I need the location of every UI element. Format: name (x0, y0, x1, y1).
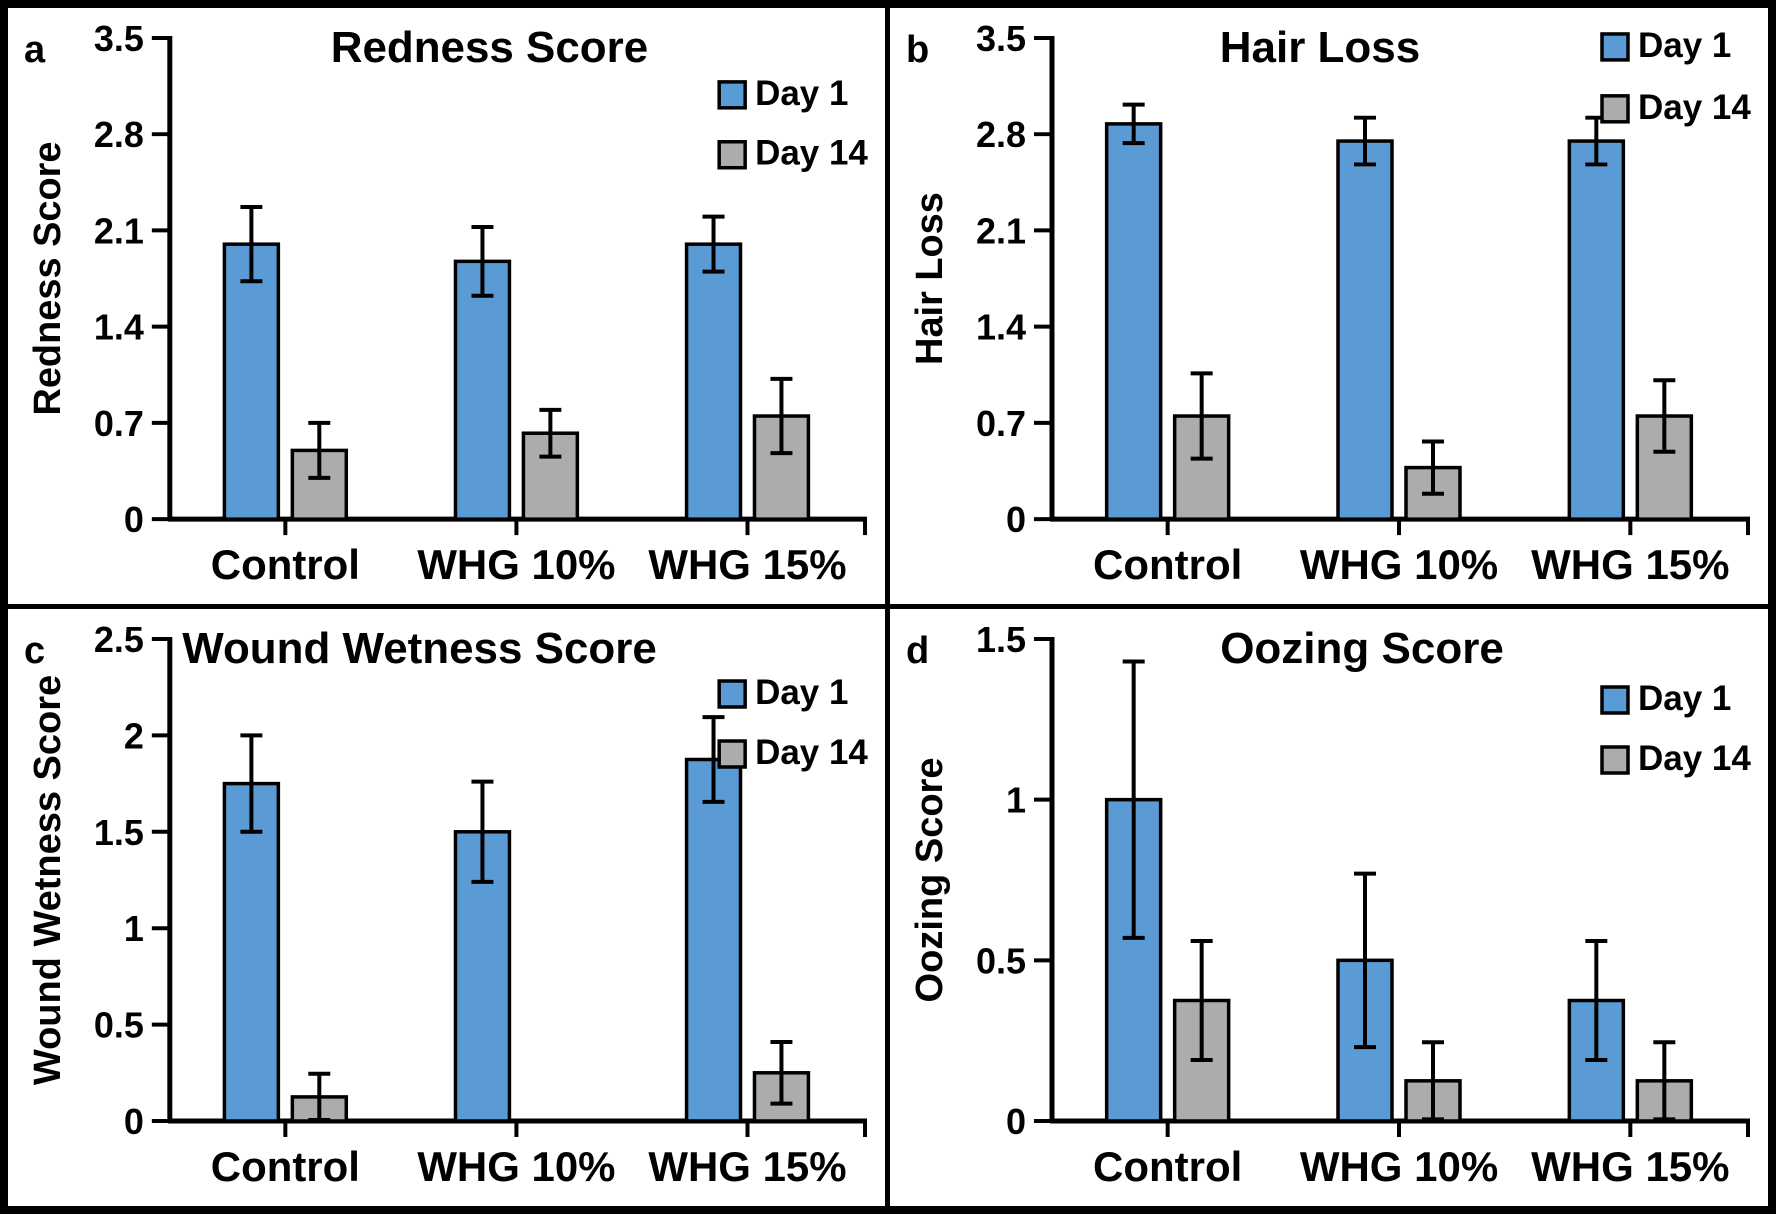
legend-swatch-day14 (1600, 94, 1630, 124)
chart-title: Hair Loss (1220, 23, 1420, 72)
x-category-label: WHG 15% (648, 1143, 846, 1190)
y-tick-label: 3.5 (94, 18, 144, 59)
y-tick-label: 2.8 (976, 114, 1026, 155)
y-tick-label: 0 (1006, 499, 1026, 540)
legend-swatch-day1 (717, 679, 747, 709)
x-category-label: WHG 15% (648, 541, 846, 588)
y-axis-label: Oozing Score (909, 758, 951, 1003)
y-tick-label: 0.5 (94, 1005, 144, 1046)
legend-label: Day 1 (755, 74, 848, 113)
y-tick-label: 0 (124, 499, 144, 540)
y-axis-label: Redness Score (27, 142, 69, 416)
chart-title: Oozing Score (1220, 624, 1504, 673)
legend-swatch-day1 (1600, 685, 1630, 715)
y-tick-label: 2.1 (94, 210, 144, 251)
legend-label: Day 14 (1638, 739, 1751, 778)
y-tick-label: 0 (124, 1101, 144, 1142)
y-tick-label: 1 (1006, 780, 1026, 821)
chart-title: Redness Score (331, 23, 648, 72)
legend-swatch-day14 (1600, 745, 1630, 775)
bar-day1-whg10 (453, 259, 512, 521)
bar-day1-control (1104, 122, 1163, 521)
legend-swatch-day1 (1600, 32, 1630, 62)
bar-day1-whg10 (1336, 139, 1394, 521)
legend-label: Day 14 (755, 733, 868, 772)
x-category-label: WHG 10% (417, 1143, 615, 1190)
y-tick-label: 3.5 (976, 18, 1026, 59)
y-tick-label: 2 (124, 715, 144, 756)
bar-day1-whg15 (684, 757, 743, 1123)
bar-day14-control (290, 448, 349, 521)
legend-swatch-day14 (717, 739, 747, 769)
chart-panel-a: a Redness Score Redness Score 0 0.7 1.4 2.1 2.8… (8, 8, 888, 607)
x-category-label: WHG 15% (1531, 541, 1729, 588)
x-category-label: WHG 10% (1300, 541, 1498, 588)
legend-label: Day 14 (1638, 88, 1751, 127)
y-axis-label: Wound Wetness Score (27, 675, 69, 1085)
x-category-label: Control (1093, 1143, 1242, 1190)
bar-day1-whg15 (684, 242, 743, 521)
y-tick-label: 2.1 (976, 210, 1026, 251)
chart-panel-c: c Wound Wetness Score Wound Wetness Score 0… (8, 607, 888, 1206)
chart-title: Wound Wetness Score (182, 624, 657, 673)
y-tick-label: 0.7 (976, 403, 1026, 444)
y-tick-label: 0 (1006, 1101, 1026, 1142)
bar-day1-whg15 (1567, 139, 1626, 521)
legend-label: Day 1 (755, 673, 848, 712)
y-tick-label: 1.5 (976, 619, 1026, 660)
x-category-label: WHG 10% (417, 541, 615, 588)
y-tick-label: 1.4 (94, 307, 144, 348)
y-tick-label: 1.5 (94, 812, 144, 853)
legend-label: Day 14 (755, 134, 868, 173)
y-tick-label: 0.5 (976, 940, 1026, 981)
y-tick-label: 2.5 (94, 619, 144, 660)
x-category-label: Control (1093, 541, 1242, 588)
bar-day1-control (222, 242, 281, 521)
panel-letter: a (24, 29, 46, 71)
legend-swatch-day1 (717, 80, 747, 110)
chart-panel-d: d Oozing Score Oozing Score 0 0.5 1 1.5 Control… (888, 607, 1768, 1206)
legend-label: Day 1 (1638, 679, 1731, 718)
bar-day1-control (222, 781, 281, 1123)
legend-swatch-day14 (717, 140, 747, 170)
x-category-label: WHG 15% (1531, 1143, 1729, 1190)
panel-letter: b (906, 29, 929, 71)
chart-panel-b: b Hair Loss Hair Loss 0 0.7 1.4 2.1 2.8 3.5 Contr… (888, 8, 1768, 607)
y-axis-label: Hair Loss (909, 192, 951, 365)
y-tick-label: 0.7 (94, 403, 144, 444)
legend-label: Day 1 (1638, 26, 1731, 65)
panel-letter: d (906, 630, 929, 672)
panel-letter: c (24, 630, 45, 672)
y-tick-label: 2.8 (94, 114, 144, 155)
x-category-label: Control (211, 1143, 360, 1190)
x-category-label: WHG 10% (1300, 1143, 1498, 1190)
y-tick-label: 1.4 (976, 307, 1026, 348)
y-tick-label: 1 (124, 908, 144, 949)
x-category-label: Control (211, 541, 360, 588)
